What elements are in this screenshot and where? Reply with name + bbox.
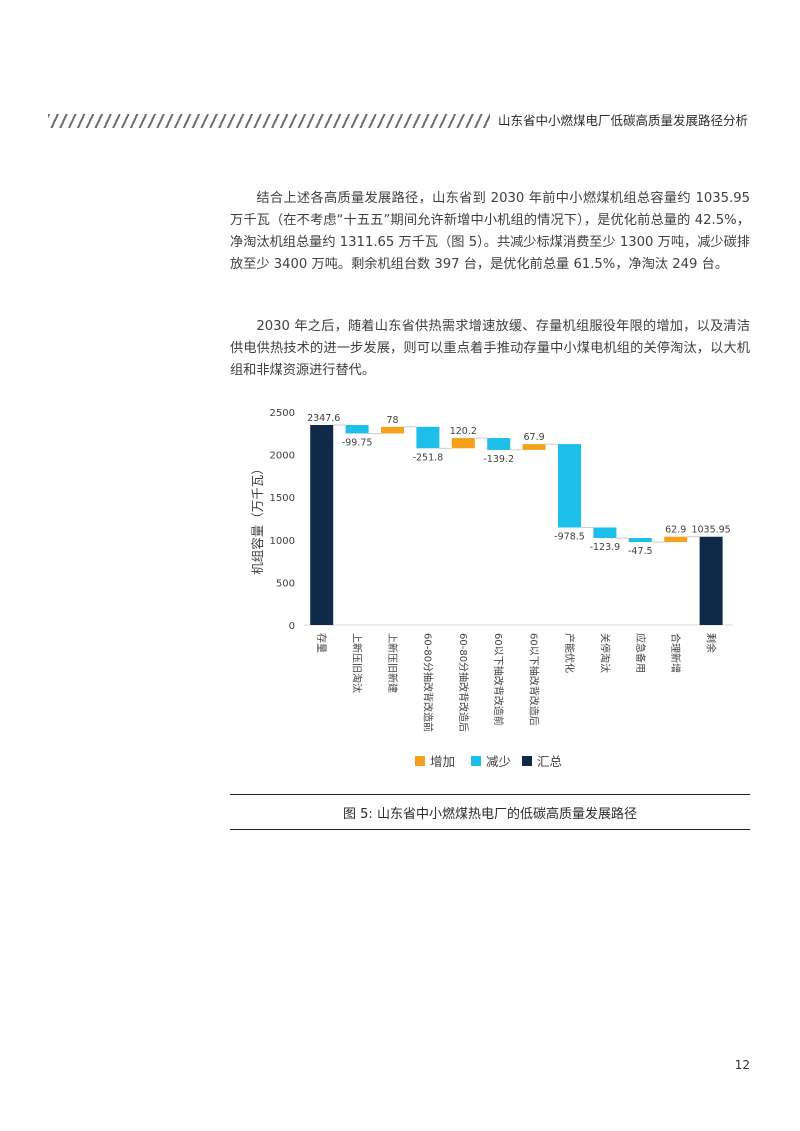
data-label: -99.75 <box>342 437 373 448</box>
data-label: 62.9 <box>665 525 686 536</box>
legend-label-decrease: 减少 <box>486 754 511 769</box>
page-number: 12 <box>734 1058 750 1072</box>
data-label: -978.5 <box>554 531 585 542</box>
legend-swatch-decrease <box>471 756 481 766</box>
bar-total <box>699 536 723 625</box>
bar-decrease <box>628 538 652 543</box>
legend-label-increase: 增加 <box>430 754 455 769</box>
bar-increase <box>664 536 688 543</box>
y-tick-label: 2000 <box>270 451 295 462</box>
header-hatch-decoration <box>48 114 490 128</box>
body-paragraph-1: 结合上述各高质量发展路径，山东省到 2030 年前中小燃煤机组总容量约 1035… <box>230 191 750 272</box>
header-title: 山东省中小燃煤电厂低碳高质量发展路径分析 <box>497 113 748 128</box>
legend-label-total: 汇总 <box>537 754 562 769</box>
bar-decrease <box>558 444 581 528</box>
data-label: -251.8 <box>413 452 444 463</box>
body-paragraph-2: 2030 年之后，随着山东省供热需求增速放缓、存量机组服役年限的增加，以及清洁供… <box>230 319 750 378</box>
waterfall-chart: 0 500 1000 1500 2000 2500 机组容量（万千瓦） 2347.6 存量 -99… <box>250 408 733 769</box>
figure-caption: 图 5: 山东省中小燃煤热电厂的低碳高质量发展路径 <box>343 807 637 822</box>
y-axis-title: 机组容量（万千瓦） <box>250 462 265 575</box>
category-label: 存量 <box>315 633 328 653</box>
data-label: 2347.6 <box>307 413 340 424</box>
data-label: 120.2 <box>450 426 477 437</box>
bar-decrease <box>487 438 511 450</box>
category-label: 上新压旧淘汰 <box>351 633 364 693</box>
category-label: 60以下抽改背改造后 <box>528 633 541 726</box>
bar-decrease <box>345 424 369 434</box>
y-tick-label: 1000 <box>270 536 295 547</box>
category-label: 关停淘汰 <box>598 633 611 673</box>
bar-increase <box>381 426 404 434</box>
caption-bottom-rule <box>230 829 750 830</box>
category-label: 上新压旧新建 <box>386 633 399 693</box>
legend-swatch-total <box>522 756 532 766</box>
bar-total <box>310 424 334 625</box>
data-label: -123.9 <box>590 542 621 553</box>
y-tick-label: 1500 <box>270 493 295 504</box>
category-label: 产能优化 <box>563 633 576 673</box>
y-tick-label: 500 <box>276 578 295 589</box>
y-tick-label: 0 <box>289 621 295 632</box>
category-label: 60-80分抽改背改造后 <box>457 633 470 732</box>
data-label: 67.9 <box>524 432 545 443</box>
data-label: -47.5 <box>628 546 653 557</box>
caption-top-rule <box>230 794 750 795</box>
category-label: 60-80分抽改背改造前 <box>421 633 434 732</box>
data-label: -139.2 <box>483 454 514 465</box>
bar-decrease <box>593 527 617 539</box>
category-label: 应急备用 <box>634 633 647 673</box>
category-label: 剩余 <box>705 633 718 653</box>
data-label: 1035.95 <box>691 525 730 536</box>
y-tick-label: 2500 <box>270 408 295 419</box>
category-label: 60以下抽改背改造前 <box>492 633 505 726</box>
bar-increase <box>451 438 475 449</box>
legend-swatch-increase <box>415 756 425 766</box>
category-label: 合理新增 <box>669 633 682 673</box>
data-label: 78 <box>386 415 398 426</box>
bar-decrease <box>416 426 440 449</box>
bar-increase <box>522 444 546 450</box>
